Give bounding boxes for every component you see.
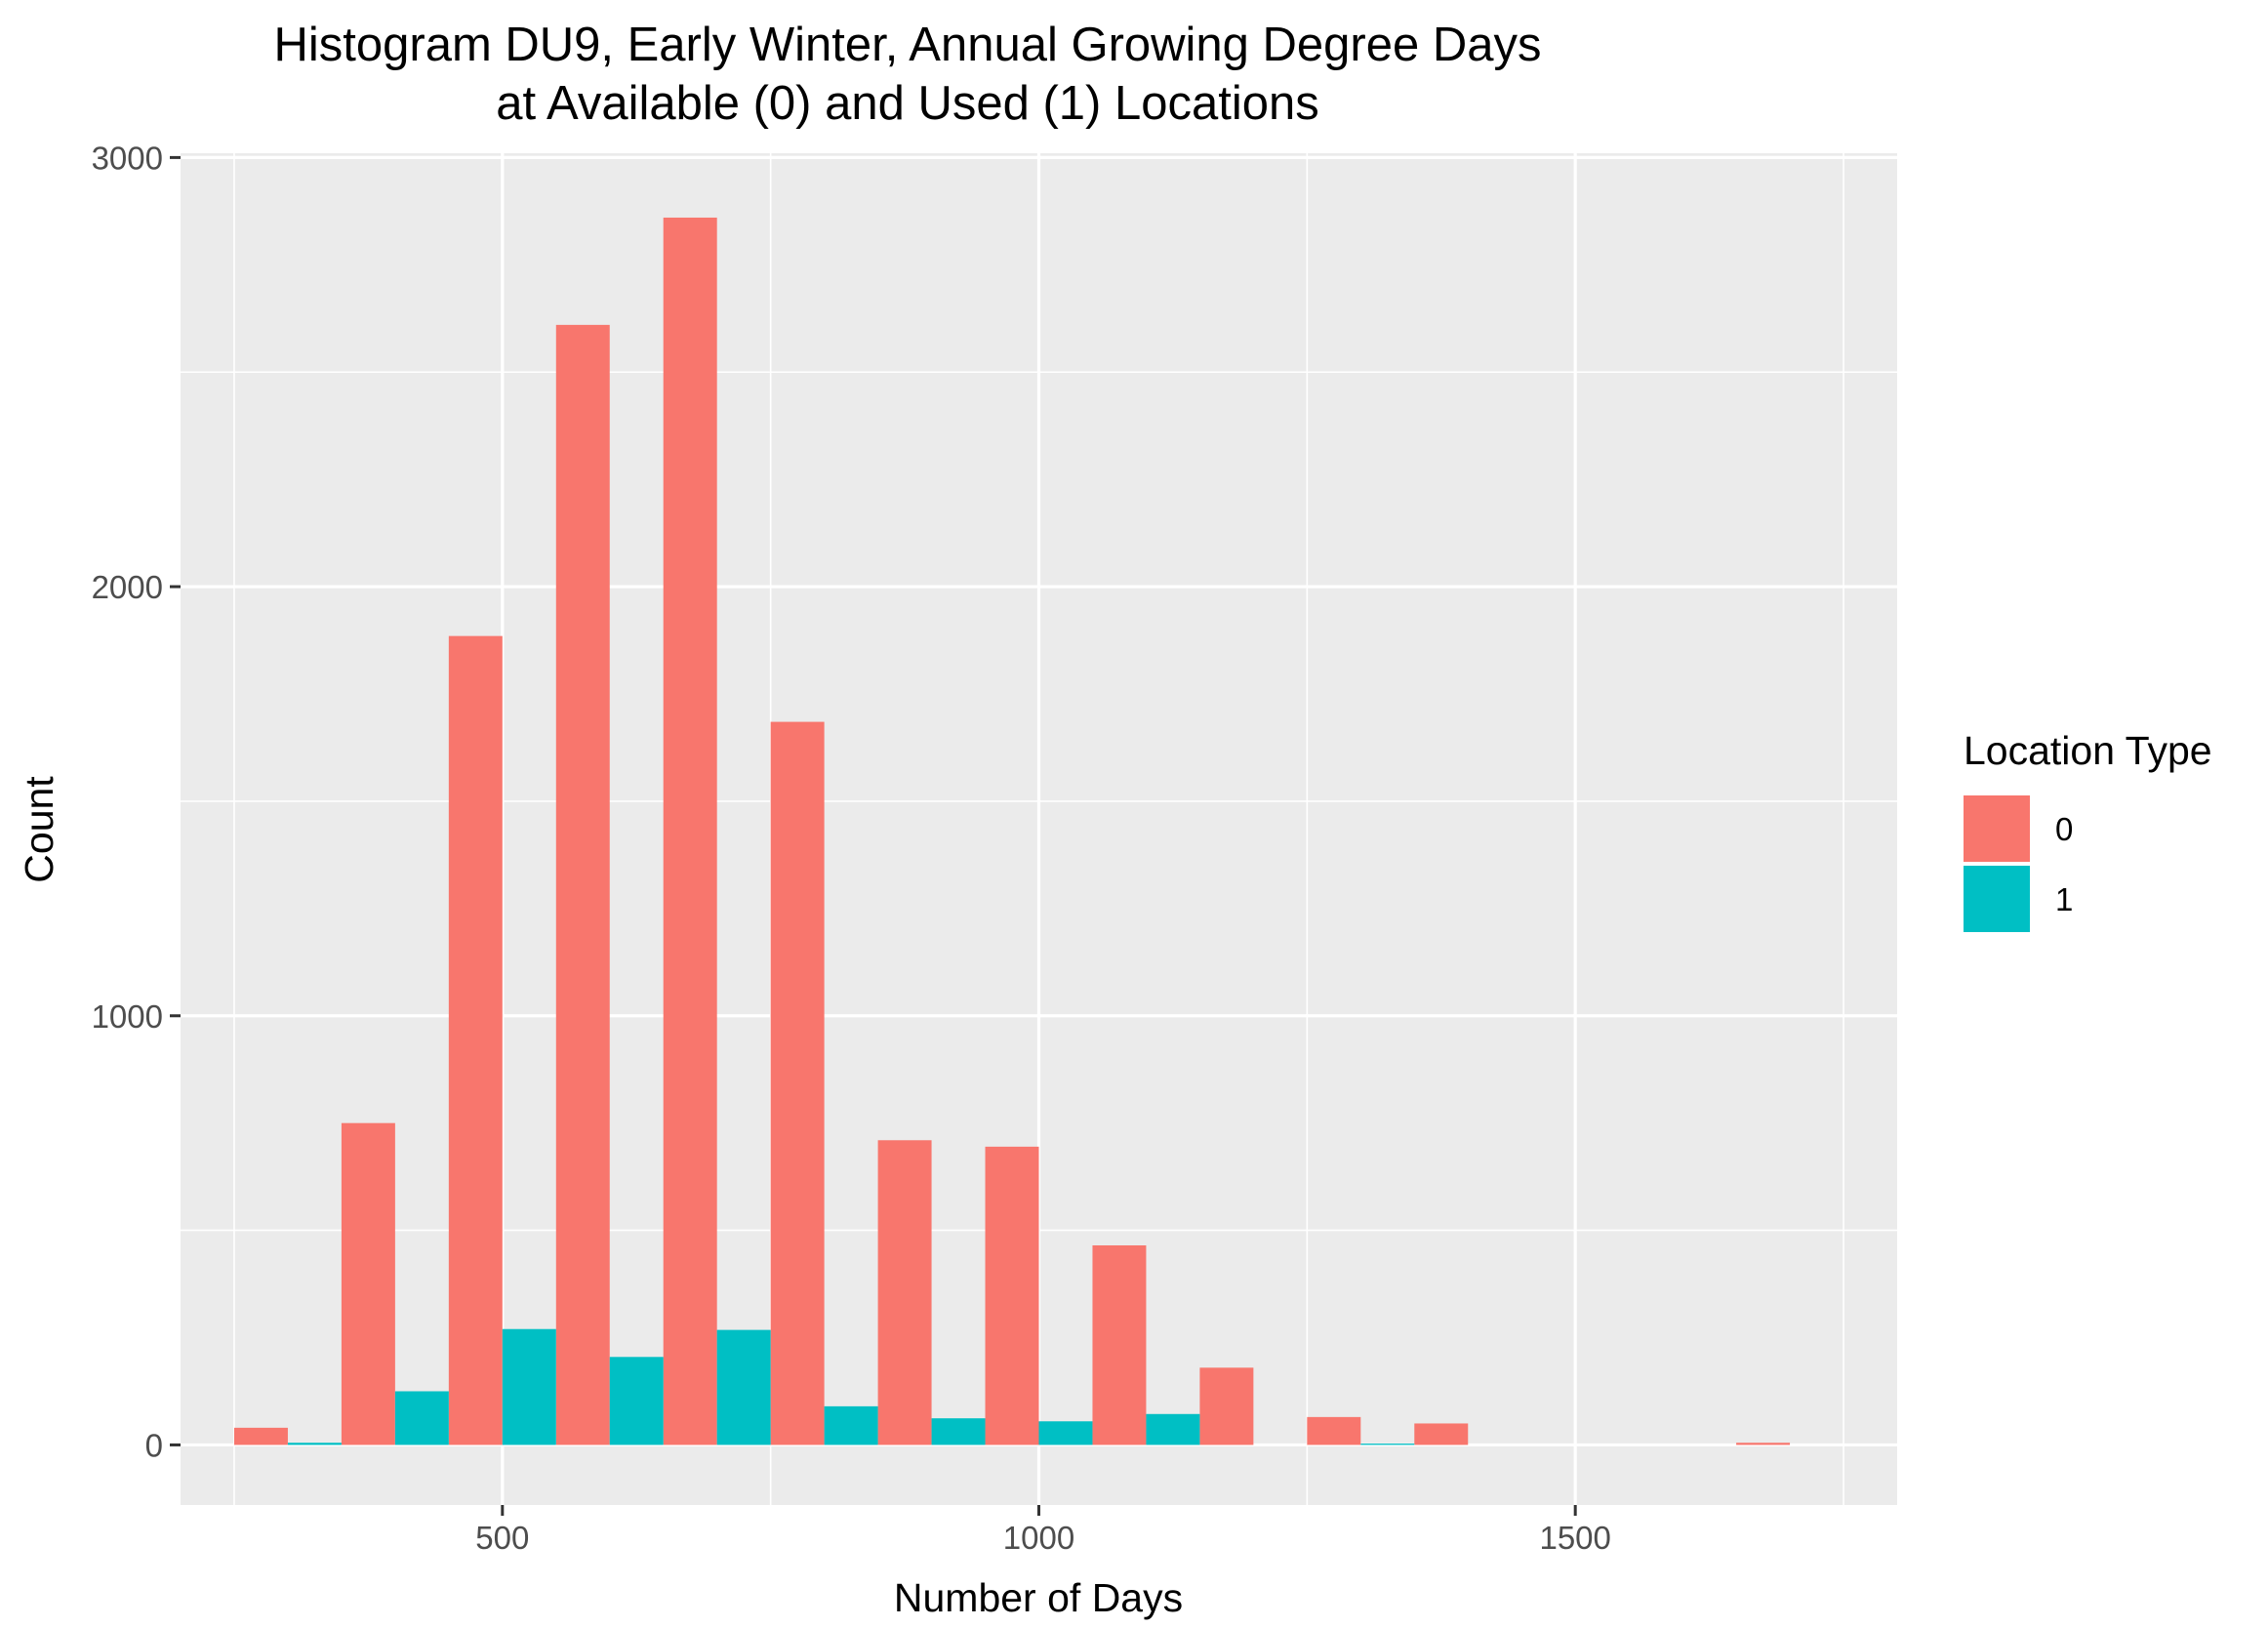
bar-series-1 (609, 1357, 664, 1445)
bar-series-1 (1038, 1421, 1093, 1445)
x-tick-label: 1000 (1003, 1520, 1074, 1556)
bar-series-0 (1736, 1443, 1791, 1445)
chart-title-line-1: Histogram DU9, Early Winter, Annual Grow… (273, 19, 1541, 71)
x-axis: 500 1000 1500 (475, 1505, 1611, 1556)
bar-series-0 (770, 721, 825, 1445)
x-tick-label: 500 (475, 1520, 529, 1556)
bar-series-0 (1199, 1367, 1254, 1445)
y-axis: 0 1000 2000 3000 (92, 140, 181, 1463)
legend-label-0: 0 (2055, 811, 2073, 847)
bar-series-0 (555, 324, 610, 1445)
bar-series-0 (448, 635, 503, 1445)
bar-series-0 (985, 1146, 1039, 1445)
y-tick-label: 2000 (92, 569, 163, 605)
legend: Location Type 01 (1964, 728, 2212, 932)
legend-title: Location Type (1964, 728, 2212, 773)
legend-key-0 (1964, 795, 2030, 862)
bar-series-0 (1307, 1416, 1361, 1445)
histogram-bars (233, 217, 1791, 1445)
bar-series-1 (394, 1391, 449, 1445)
bar-series-0 (1414, 1423, 1469, 1445)
bar-series-0 (341, 1122, 395, 1445)
x-tick-label: 1500 (1539, 1520, 1610, 1556)
chart-title: Histogram DU9, Early Winter, Annual Grow… (273, 19, 1541, 130)
y-axis-title: Count (17, 776, 61, 883)
y-tick-label: 1000 (92, 998, 163, 1035)
bar-series-1 (1146, 1413, 1200, 1445)
bar-series-0 (877, 1140, 932, 1445)
bar-series-1 (716, 1329, 771, 1445)
bar-series-0 (1092, 1244, 1147, 1445)
legend-items: 01 (1964, 795, 2073, 932)
legend-key-1 (1964, 866, 2030, 932)
legend-label-1: 1 (2055, 881, 2073, 917)
y-tick-label: 0 (145, 1427, 163, 1463)
x-axis-title: Number of Days (894, 1575, 1183, 1620)
bar-series-0 (663, 217, 717, 1445)
bar-series-1 (502, 1328, 556, 1445)
bar-series-0 (233, 1427, 288, 1445)
bar-series-1 (287, 1443, 342, 1445)
chart-title-line-2: at Available (0) and Used (1) Locations (496, 77, 1318, 130)
bar-series-1 (824, 1405, 878, 1445)
y-tick-label: 3000 (92, 140, 163, 176)
bar-series-1 (931, 1418, 986, 1445)
